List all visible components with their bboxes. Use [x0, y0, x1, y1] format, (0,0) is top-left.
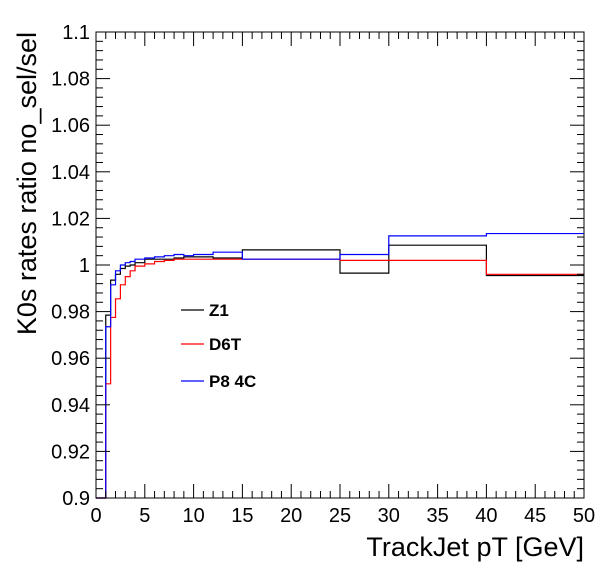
y-tick-label: 1.1 — [62, 22, 90, 44]
x-tick-label: 25 — [329, 505, 351, 527]
x-tick-label: 0 — [90, 505, 101, 527]
y-axis-title: K0s rates ratio no_sel/sel — [12, 32, 42, 335]
x-tick-label: 10 — [182, 505, 204, 527]
legend-label: P8 4C — [209, 372, 256, 391]
x-tick-label: 35 — [426, 505, 448, 527]
x-tick-label: 5 — [139, 505, 150, 527]
y-tick-label: 0.94 — [51, 395, 90, 417]
x-tick-label: 30 — [378, 505, 400, 527]
y-tick-label: 1.06 — [51, 115, 90, 137]
x-tick-label: 40 — [475, 505, 497, 527]
y-tick-label: 1.04 — [51, 162, 90, 184]
y-tick-label: 0.96 — [51, 348, 90, 370]
y-tick-label: 0.98 — [51, 302, 90, 324]
legend: Z1 D6T P8 4C — [181, 301, 256, 391]
axes: 0 5 10 15 20 25 30 35 40 45 50 0.9 0.92 0.94 0.96 0.98 1… — [51, 22, 595, 527]
y-tick-label: 0.9 — [62, 488, 90, 510]
y-tick-label: 1 — [79, 255, 90, 277]
legend-label: D6T — [209, 335, 242, 354]
histogram-layer — [96, 232, 584, 499]
x-tick-label: 50 — [573, 505, 595, 527]
series-line-p8-4c — [96, 232, 584, 499]
series-line-z1 — [96, 244, 584, 499]
y-tick-label: 0.92 — [51, 441, 90, 463]
x-tick-label: 45 — [524, 505, 546, 527]
series-line-d6t — [96, 258, 584, 499]
legend-label: Z1 — [209, 301, 229, 320]
x-tick-label: 20 — [280, 505, 302, 527]
y-tick-label: 1.08 — [51, 69, 90, 91]
x-tick-label: 15 — [231, 505, 253, 527]
x-axis-title: TrackJet pT [GeV] — [366, 532, 584, 562]
y-tick-label: 1.02 — [51, 208, 90, 230]
